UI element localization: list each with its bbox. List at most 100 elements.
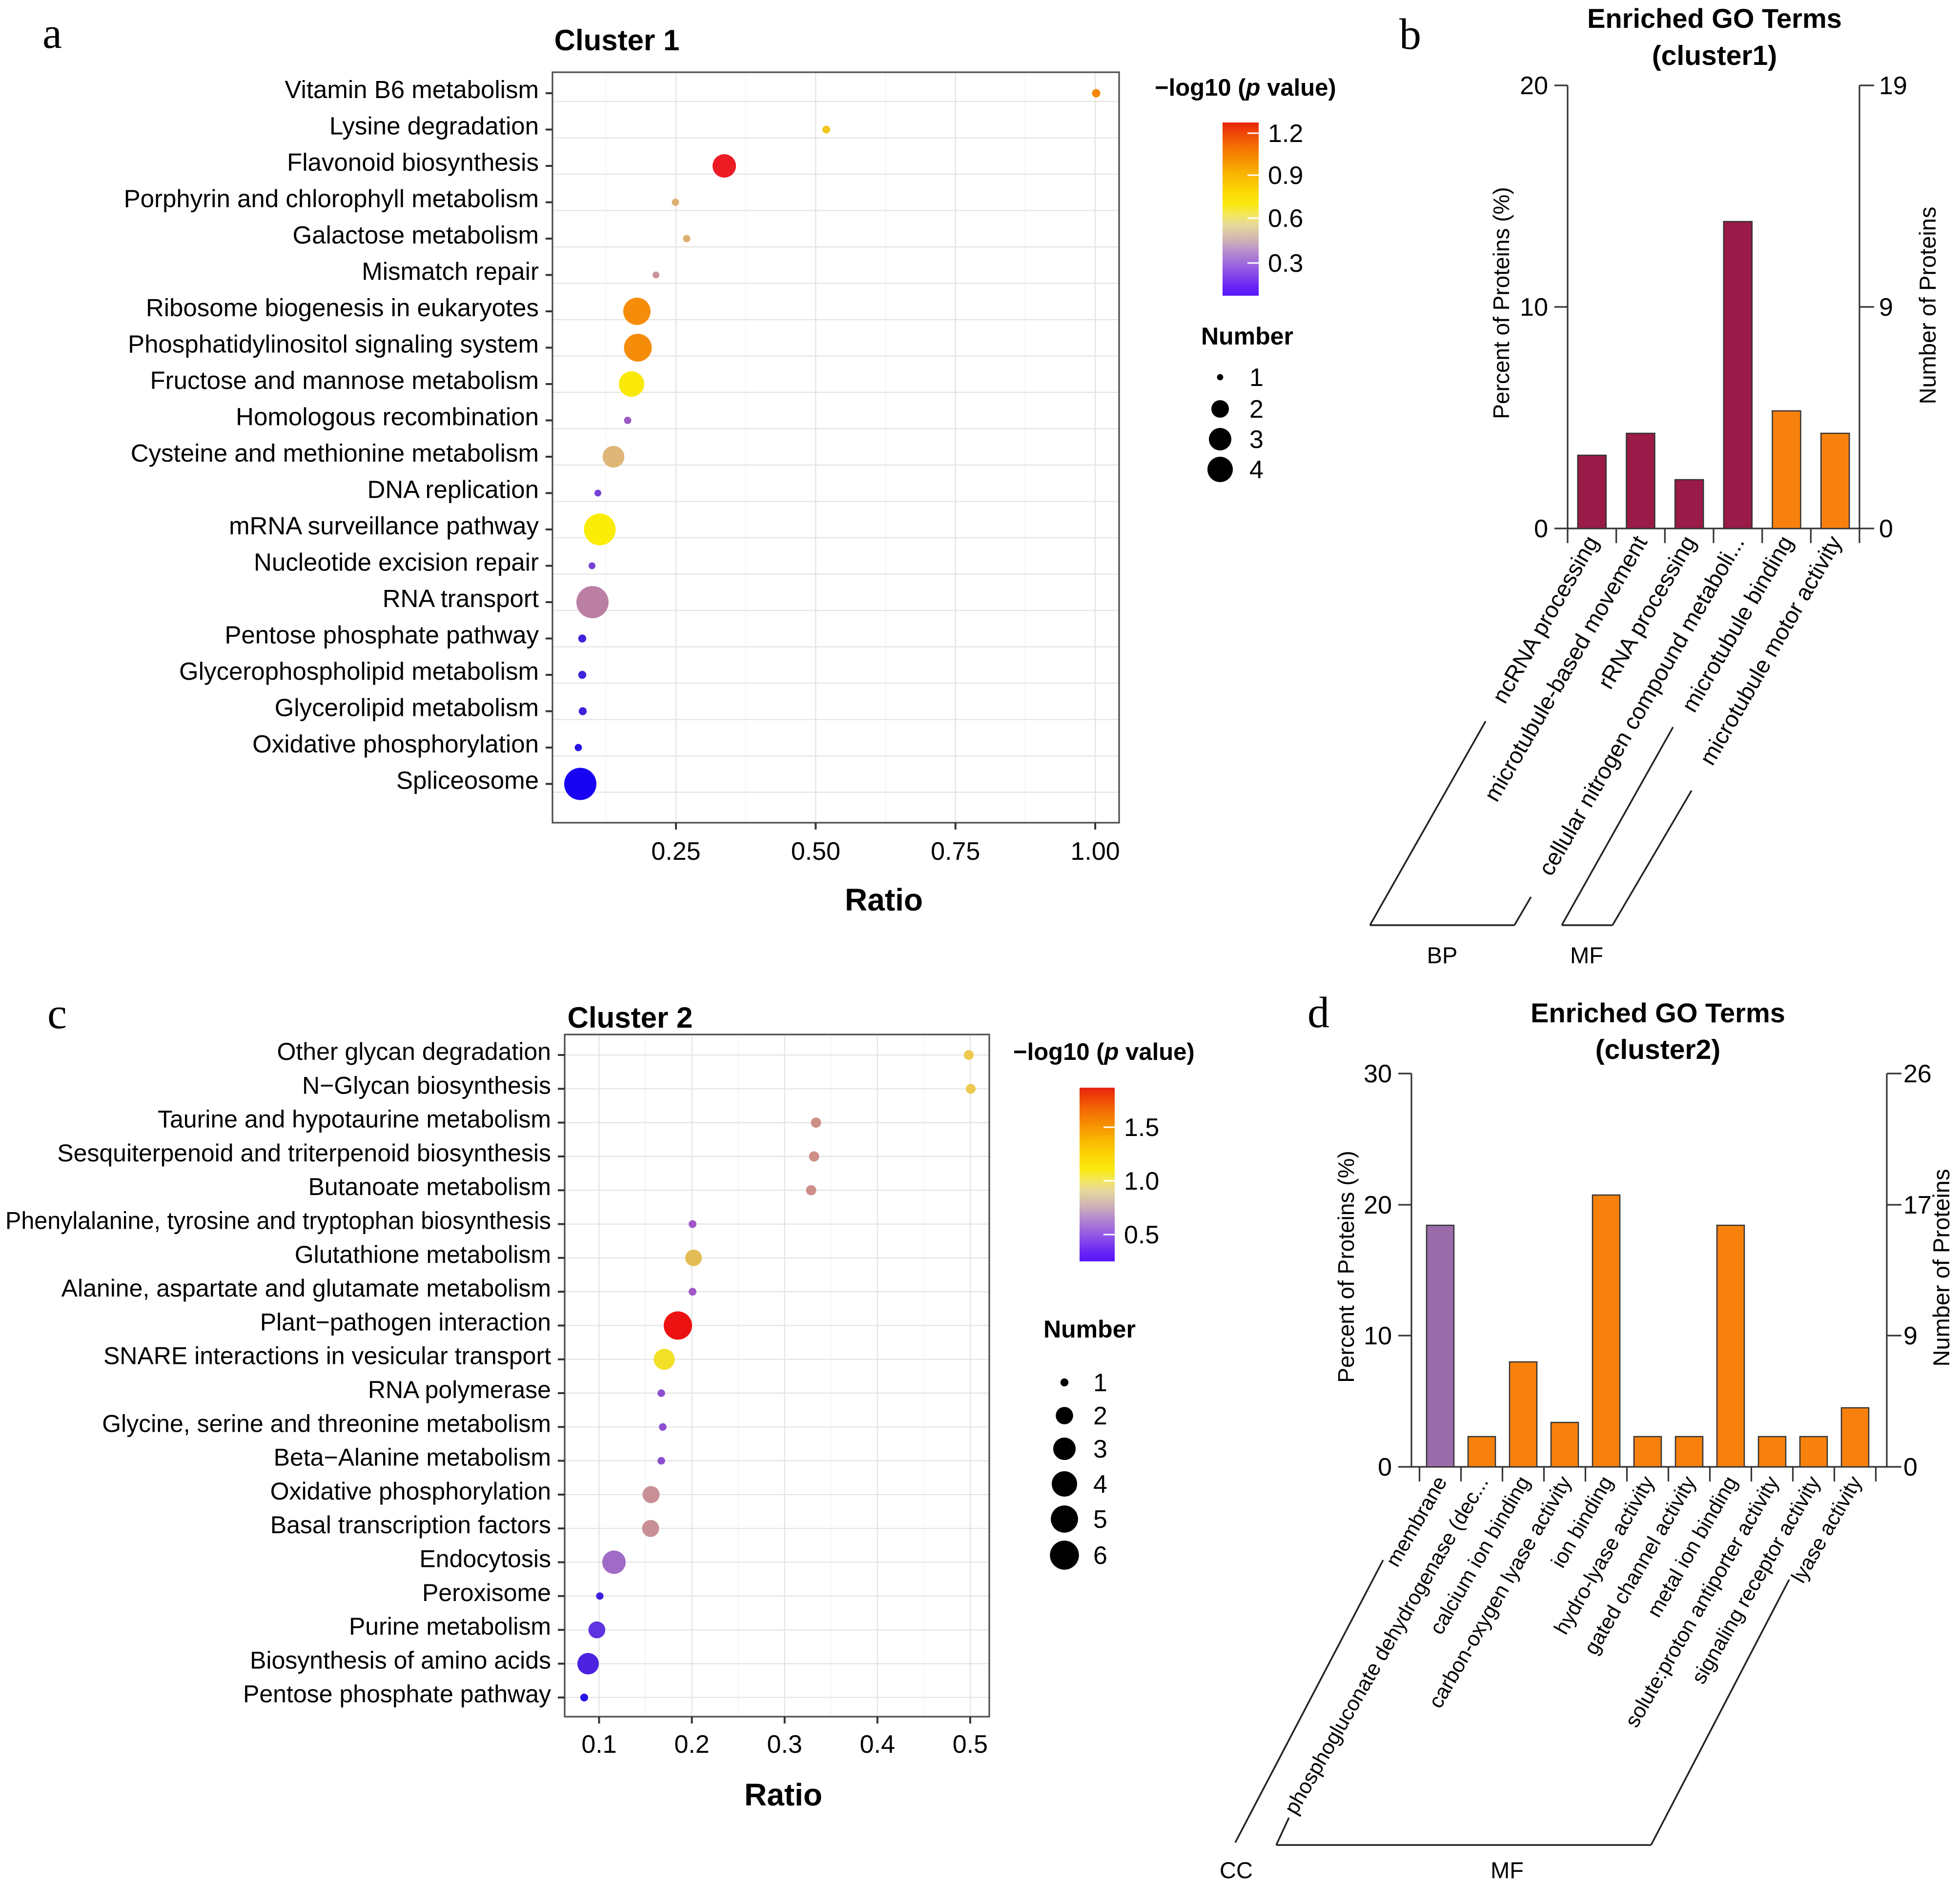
svg-text:b: b	[1399, 10, 1421, 59]
svg-text:3: 3	[1093, 1435, 1107, 1463]
svg-text:Percent of Proteins (%): Percent of Proteins (%)	[1333, 1151, 1359, 1383]
svg-text:2: 2	[1093, 1402, 1107, 1430]
svg-text:19: 19	[1879, 72, 1907, 100]
svg-text:10: 10	[1520, 293, 1548, 322]
svg-text:10: 10	[1364, 1322, 1392, 1350]
svg-text:0: 0	[1378, 1453, 1392, 1481]
svg-text:Porphyrin and chlorophyll meta: Porphyrin and chlorophyll metabolism	[124, 185, 539, 213]
svg-text:Phenylalanine, tyrosine and tr: Phenylalanine, tyrosine and tryptophan b…	[5, 1207, 551, 1235]
svg-text:Cluster 1: Cluster 1	[554, 24, 680, 57]
svg-text:20: 20	[1520, 72, 1548, 100]
svg-text:Butanoate metabolism: Butanoate metabolism	[308, 1173, 551, 1200]
svg-text:Basal transcription factors: Basal transcription factors	[270, 1511, 551, 1539]
svg-text:Sesquiterpenoid and triterpeno: Sesquiterpenoid and triterpenoid biosynt…	[57, 1139, 551, 1167]
svg-text:Biosynthesis of amino acids: Biosynthesis of amino acids	[250, 1646, 551, 1674]
svg-text:N−Glycan biosynthesis: N−Glycan biosynthesis	[302, 1072, 551, 1099]
svg-text:0.5: 0.5	[1124, 1221, 1159, 1249]
svg-text:(cluster2): (cluster2)	[1595, 1034, 1721, 1065]
svg-text:9: 9	[1879, 293, 1893, 322]
svg-text:Beta−Alanine metabolism: Beta−Alanine metabolism	[274, 1444, 551, 1471]
svg-text:(cluster1): (cluster1)	[1652, 40, 1777, 71]
svg-text:Alanine, aspartate and glutama: Alanine, aspartate and glutamate metabol…	[61, 1275, 551, 1302]
svg-text:c: c	[47, 990, 67, 1038]
svg-text:1.2: 1.2	[1268, 120, 1303, 148]
svg-text:3: 3	[1249, 426, 1264, 454]
svg-text:d: d	[1307, 989, 1329, 1037]
svg-text:CC: CC	[1220, 1857, 1253, 1883]
svg-text:5: 5	[1093, 1505, 1107, 1534]
svg-text:Number of Proteins: Number of Proteins	[1915, 207, 1940, 405]
svg-text:Spliceosome: Spliceosome	[396, 767, 539, 794]
svg-text:Flavonoid biosynthesis: Flavonoid biosynthesis	[287, 148, 539, 176]
svg-text:Cysteine and methionine metabo: Cysteine and methionine metabolism	[131, 439, 539, 467]
svg-text:Glycerophospholipid metabolism: Glycerophospholipid metabolism	[179, 657, 539, 685]
svg-text:MF: MF	[1570, 942, 1603, 968]
svg-text:30: 30	[1364, 1060, 1392, 1088]
svg-text:1: 1	[1093, 1369, 1107, 1397]
svg-text:6: 6	[1093, 1541, 1107, 1570]
svg-text:Mismatch repair: Mismatch repair	[362, 258, 539, 285]
svg-text:Galactose metabolism: Galactose metabolism	[292, 221, 539, 249]
svg-text:0.1: 0.1	[581, 1730, 616, 1759]
svg-text:mRNA surveillance pathway: mRNA surveillance pathway	[229, 512, 539, 540]
svg-text:Glutathione metabolism: Glutathione metabolism	[295, 1241, 551, 1268]
svg-text:Number of Proteins: Number of Proteins	[1928, 1169, 1954, 1367]
svg-text:Nucleotide excision repair: Nucleotide excision repair	[254, 548, 539, 576]
svg-text:Taurine and hypotaurine metabo: Taurine and hypotaurine metabolism	[158, 1106, 551, 1133]
svg-text:Ratio: Ratio	[744, 1777, 822, 1812]
svg-text:RNA transport: RNA transport	[383, 585, 539, 612]
svg-text:0.3: 0.3	[767, 1730, 802, 1759]
svg-text:Number: Number	[1043, 1316, 1136, 1343]
svg-text:1.5: 1.5	[1124, 1114, 1159, 1142]
svg-text:Glycerolipid metabolism: Glycerolipid metabolism	[275, 694, 539, 722]
svg-text:0.75: 0.75	[931, 837, 980, 866]
svg-text:Fructose and mannose metabolis: Fructose and mannose metabolism	[150, 366, 539, 394]
svg-text:4: 4	[1093, 1470, 1107, 1499]
svg-text:DNA replication: DNA replication	[368, 476, 539, 504]
svg-text:Oxidative phosphorylation: Oxidative phosphorylation	[270, 1478, 551, 1505]
svg-text:Number: Number	[1201, 323, 1293, 350]
svg-text:0.3: 0.3	[1268, 249, 1303, 278]
svg-text:Plant−pathogen interaction: Plant−pathogen interaction	[260, 1308, 551, 1336]
svg-text:Ribosome biogenesis in eukaryo: Ribosome biogenesis in eukaryotes	[146, 294, 539, 322]
svg-text:4: 4	[1249, 456, 1264, 484]
svg-text:Lysine degradation: Lysine degradation	[329, 112, 539, 140]
svg-text:Enriched GO Terms: Enriched GO Terms	[1587, 3, 1842, 34]
svg-text:1: 1	[1249, 364, 1264, 392]
svg-text:Ratio: Ratio	[845, 882, 923, 917]
svg-text:MF: MF	[1490, 1857, 1524, 1883]
svg-text:SNARE interactions in vesicula: SNARE interactions in vesicular transpor…	[103, 1342, 551, 1370]
svg-text:26: 26	[1903, 1060, 1932, 1088]
svg-text:Purine metabolism: Purine metabolism	[349, 1613, 551, 1640]
svg-text:17: 17	[1903, 1191, 1932, 1219]
svg-text:Oxidative phosphorylation: Oxidative phosphorylation	[252, 730, 539, 758]
svg-text:Glycine, serine and threonine: Glycine, serine and threonine metabolism	[102, 1410, 551, 1437]
svg-text:0: 0	[1534, 515, 1548, 543]
svg-text:0.2: 0.2	[674, 1730, 709, 1759]
svg-text:Pentose phosphate pathway: Pentose phosphate pathway	[243, 1681, 551, 1708]
svg-text:−log10 (p value): −log10 (p value)	[1155, 75, 1336, 101]
svg-text:a: a	[42, 9, 62, 58]
svg-text:BP: BP	[1427, 942, 1458, 968]
svg-text:0: 0	[1903, 1453, 1918, 1481]
svg-text:20: 20	[1364, 1191, 1392, 1219]
svg-text:Homologous recombination: Homologous recombination	[236, 403, 539, 431]
svg-text:Pentose phosphate pathway: Pentose phosphate pathway	[225, 621, 539, 649]
svg-text:1.0: 1.0	[1124, 1167, 1159, 1196]
svg-text:0.50: 0.50	[791, 837, 840, 866]
svg-text:Enriched GO Terms: Enriched GO Terms	[1531, 997, 1785, 1028]
svg-text:0.5: 0.5	[953, 1730, 988, 1759]
svg-text:2: 2	[1249, 395, 1264, 424]
svg-text:Percent of Proteins (%): Percent of Proteins (%)	[1489, 187, 1514, 419]
svg-text:1.00: 1.00	[1070, 837, 1120, 866]
svg-text:Phosphatidylinositol signaling: Phosphatidylinositol signaling system	[128, 330, 539, 358]
svg-text:0: 0	[1879, 515, 1893, 543]
svg-text:0.4: 0.4	[860, 1730, 895, 1759]
svg-text:Other glycan degradation: Other glycan degradation	[277, 1038, 551, 1065]
svg-text:Endocytosis: Endocytosis	[419, 1545, 551, 1573]
svg-text:0.9: 0.9	[1268, 162, 1303, 190]
svg-text:0.25: 0.25	[651, 837, 700, 866]
svg-text:9: 9	[1903, 1322, 1918, 1350]
svg-text:Cluster 2: Cluster 2	[568, 1001, 693, 1034]
svg-text:Vitamin B6 metabolism: Vitamin B6 metabolism	[285, 76, 539, 103]
